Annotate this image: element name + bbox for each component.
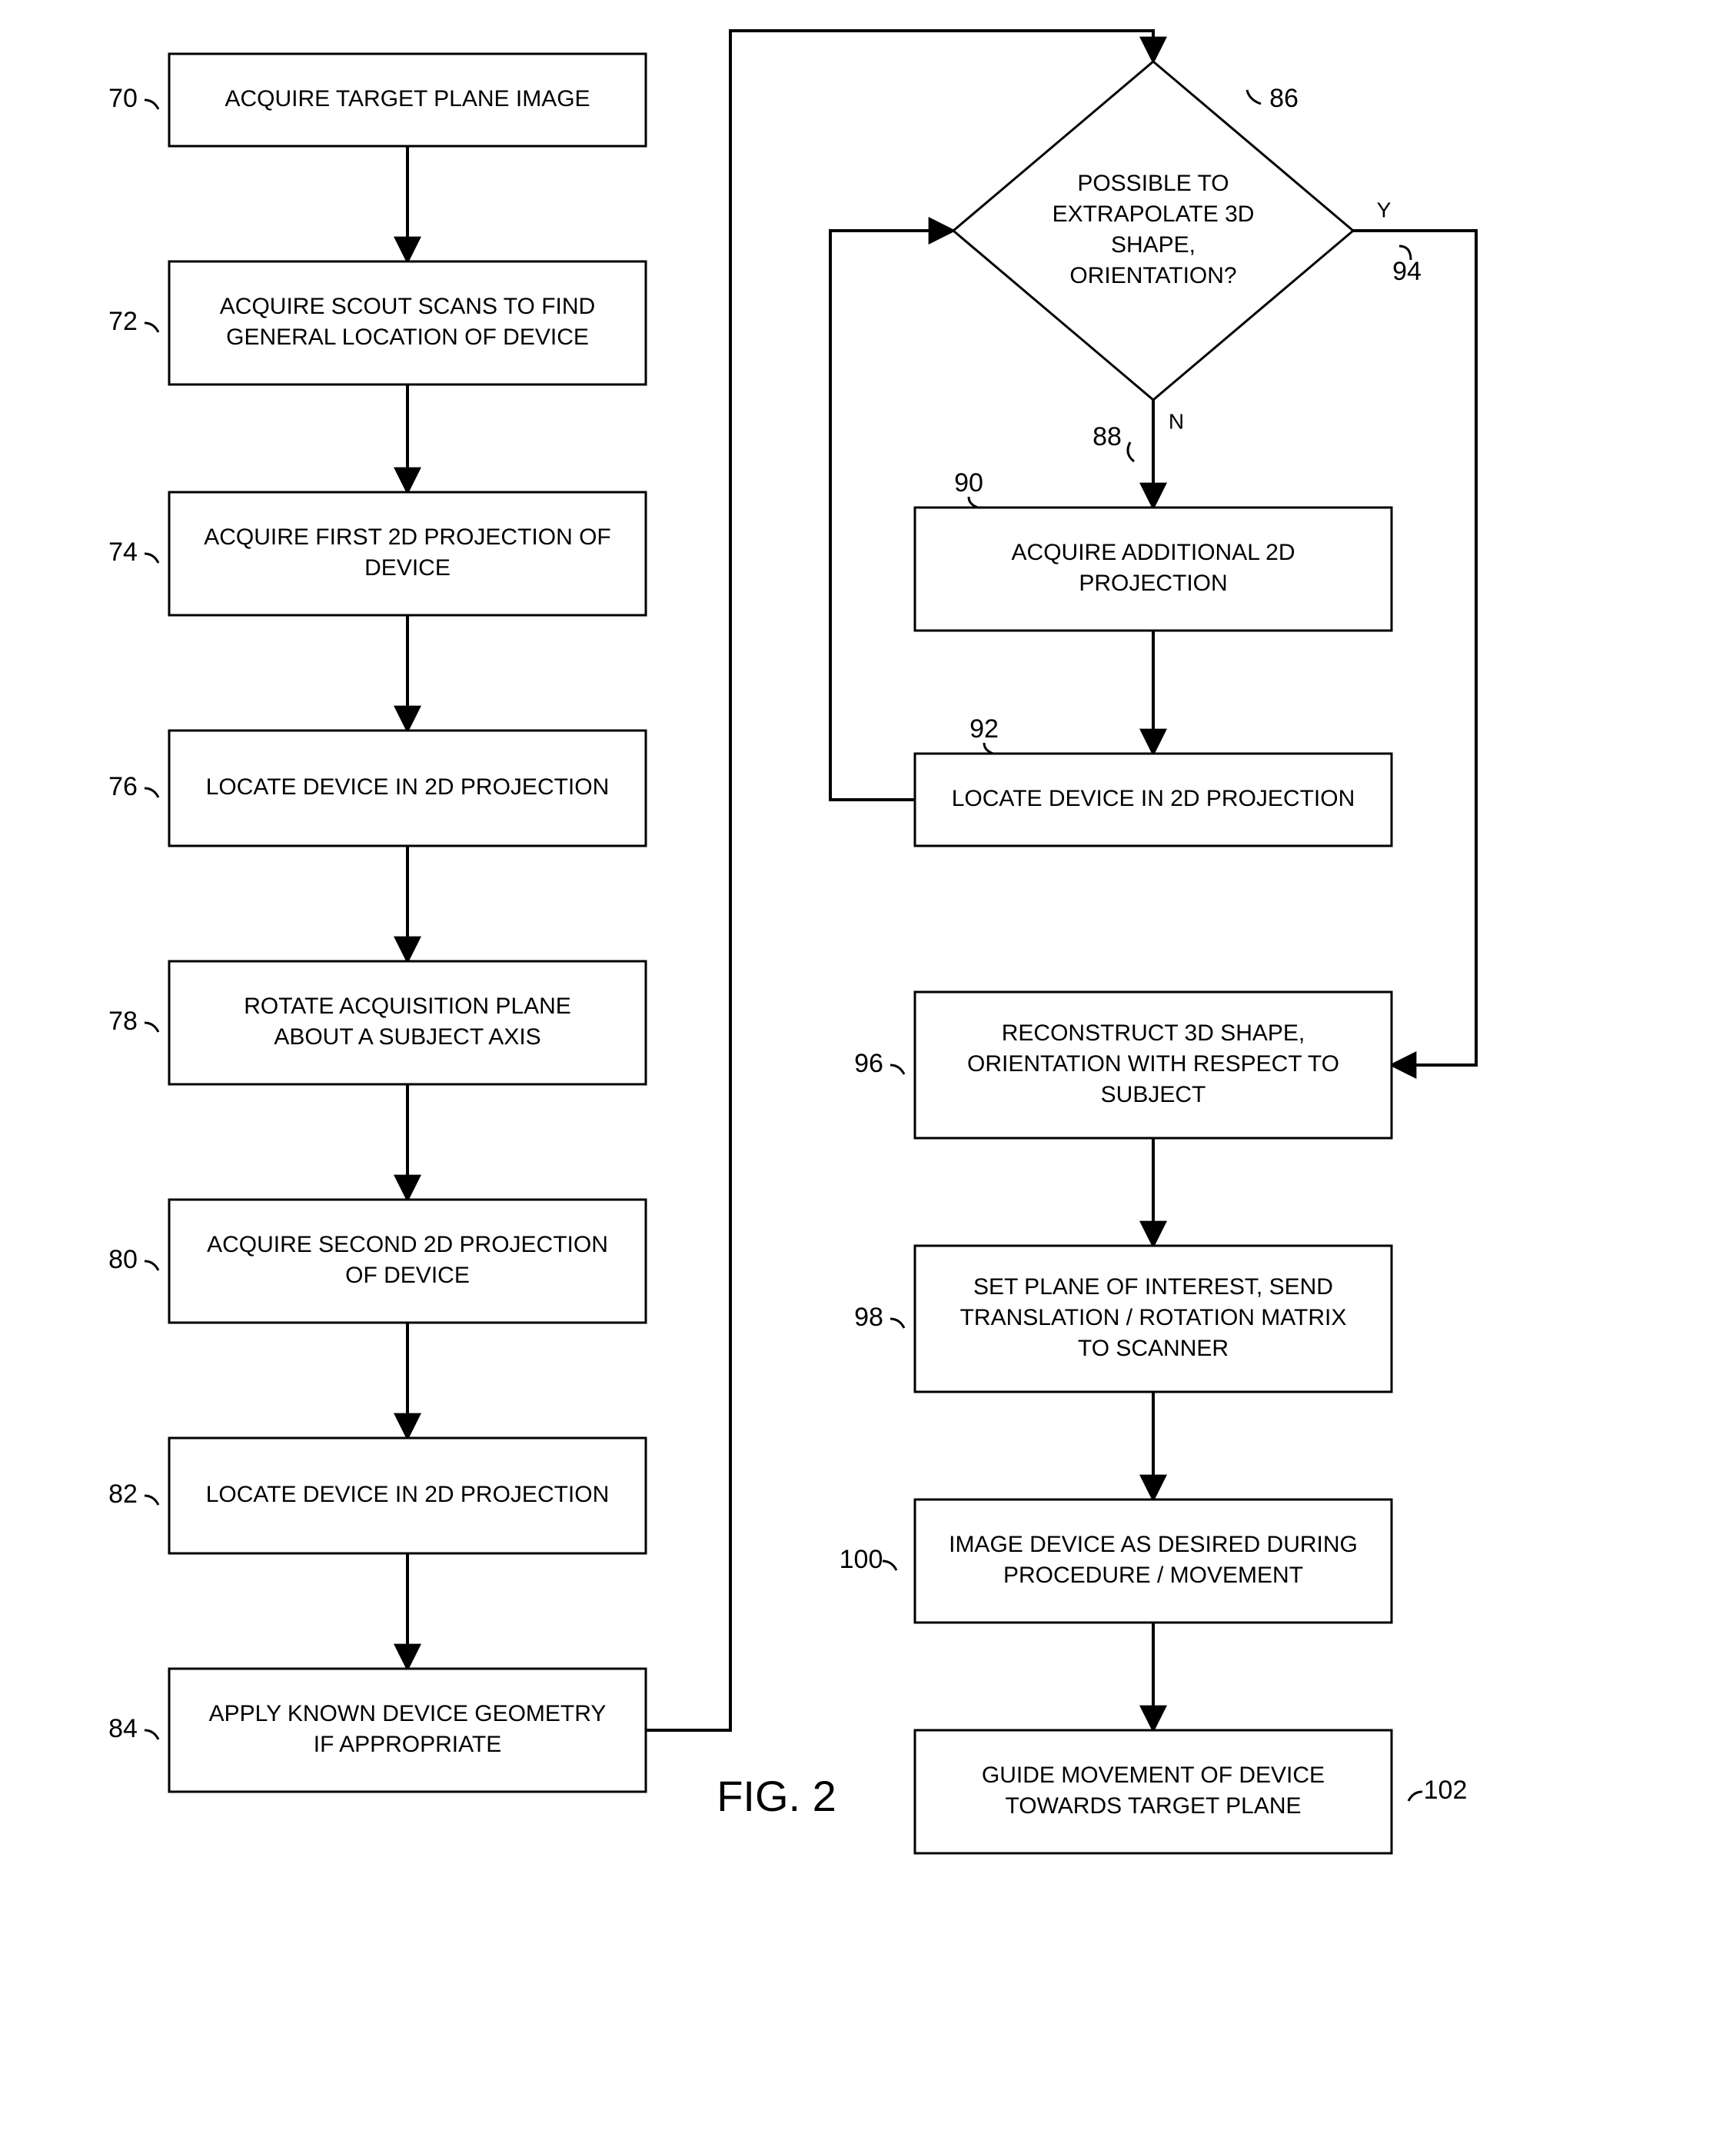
flow-box <box>169 961 646 1084</box>
svg-text:DEVICE: DEVICE <box>364 555 451 581</box>
svg-text:102: 102 <box>1424 1776 1468 1805</box>
svg-text:ORIENTATION WITH RESPECT TO: ORIENTATION WITH RESPECT TO <box>967 1051 1339 1077</box>
flow-arrow <box>1353 231 1476 1065</box>
svg-text:EXTRAPOLATE 3D: EXTRAPOLATE 3D <box>1053 201 1255 227</box>
svg-text:PROJECTION: PROJECTION <box>1079 571 1227 596</box>
svg-text:PROCEDURE / MOVEMENT: PROCEDURE / MOVEMENT <box>1003 1563 1303 1588</box>
svg-text:GENERAL LOCATION OF DEVICE: GENERAL LOCATION OF DEVICE <box>226 325 589 350</box>
svg-text:IMAGE DEVICE AS DESIRED DURING: IMAGE DEVICE AS DESIRED DURING <box>949 1532 1358 1557</box>
svg-text:GUIDE MOVEMENT OF DEVICE: GUIDE MOVEMENT OF DEVICE <box>982 1763 1325 1788</box>
svg-text:94: 94 <box>1392 257 1422 286</box>
svg-text:ACQUIRE TARGET PLANE IMAGE: ACQUIRE TARGET PLANE IMAGE <box>224 86 590 112</box>
svg-text:N: N <box>1169 409 1184 433</box>
ref-label: 72 <box>108 307 138 336</box>
svg-text:OF DEVICE: OF DEVICE <box>345 1263 470 1288</box>
ref-label: 82 <box>108 1480 138 1509</box>
svg-text:RECONSTRUCT 3D SHAPE,: RECONSTRUCT 3D SHAPE, <box>1002 1020 1305 1046</box>
figure-label: FIG. 2 <box>717 1772 836 1820</box>
svg-text:ACQUIRE FIRST 2D PROJECTION OF: ACQUIRE FIRST 2D PROJECTION OF <box>204 524 611 550</box>
svg-text:APPLY KNOWN DEVICE GEOMETRY: APPLY KNOWN DEVICE GEOMETRY <box>209 1701 607 1726</box>
svg-text:ACQUIRE ADDITIONAL 2D: ACQUIRE ADDITIONAL 2D <box>1012 540 1295 565</box>
flow-box <box>169 492 646 615</box>
ref-label: 78 <box>108 1007 138 1036</box>
svg-text:SHAPE,: SHAPE, <box>1111 232 1196 258</box>
svg-text:LOCATE DEVICE IN 2D PROJECTION: LOCATE DEVICE IN 2D PROJECTION <box>206 774 610 800</box>
ref-label: 100 <box>840 1545 883 1574</box>
flow-box <box>915 1730 1392 1853</box>
ref-label: 74 <box>108 538 138 567</box>
svg-text:TRANSLATION / ROTATION MATRIX: TRANSLATION / ROTATION MATRIX <box>960 1305 1347 1330</box>
svg-text:86: 86 <box>1269 84 1299 113</box>
svg-text:TO SCANNER: TO SCANNER <box>1078 1336 1229 1361</box>
flow-box <box>915 1500 1392 1623</box>
svg-text:POSSIBLE TO: POSSIBLE TO <box>1077 171 1229 196</box>
svg-text:LOCATE DEVICE IN 2D PROJECTION: LOCATE DEVICE IN 2D PROJECTION <box>952 786 1355 811</box>
svg-text:ACQUIRE SCOUT SCANS TO FIND: ACQUIRE SCOUT SCANS TO FIND <box>220 294 595 319</box>
flow-box <box>169 1200 646 1323</box>
ref-label: 76 <box>108 772 138 801</box>
svg-text:90: 90 <box>954 468 983 498</box>
svg-text:TOWARDS TARGET PLANE: TOWARDS TARGET PLANE <box>1005 1793 1301 1819</box>
flow-box <box>169 1669 646 1792</box>
svg-text:88: 88 <box>1092 422 1122 451</box>
svg-text:SUBJECT: SUBJECT <box>1101 1082 1206 1107</box>
svg-text:LOCATE DEVICE IN 2D PROJECTION: LOCATE DEVICE IN 2D PROJECTION <box>206 1482 610 1507</box>
svg-text:ROTATE ACQUISITION PLANE: ROTATE ACQUISITION PLANE <box>244 994 571 1019</box>
svg-text:ORIENTATION?: ORIENTATION? <box>1069 263 1236 288</box>
svg-text:SET PLANE OF INTEREST, SEND: SET PLANE OF INTEREST, SEND <box>973 1274 1333 1300</box>
svg-text:IF APPROPRIATE: IF APPROPRIATE <box>314 1732 502 1757</box>
flow-box <box>915 508 1392 631</box>
ref-label: 80 <box>108 1245 138 1274</box>
ref-label: 96 <box>854 1049 883 1078</box>
ref-label: 70 <box>108 84 138 113</box>
flow-box <box>169 261 646 384</box>
ref-label: 98 <box>854 1303 883 1332</box>
ref-label: 84 <box>108 1714 138 1743</box>
svg-text:92: 92 <box>969 714 999 744</box>
svg-text:ABOUT A SUBJECT AXIS: ABOUT A SUBJECT AXIS <box>274 1024 540 1050</box>
svg-text:ACQUIRE SECOND 2D PROJECTION: ACQUIRE SECOND 2D PROJECTION <box>207 1232 608 1257</box>
svg-text:Y: Y <box>1377 198 1392 221</box>
